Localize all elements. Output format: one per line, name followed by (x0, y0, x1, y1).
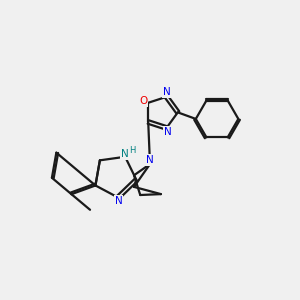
Text: N: N (121, 149, 129, 159)
Text: N: N (163, 87, 170, 97)
Text: N: N (146, 155, 154, 165)
Text: H: H (129, 146, 136, 155)
Text: N: N (115, 196, 122, 206)
Text: N: N (164, 127, 172, 137)
Text: O: O (139, 96, 147, 106)
